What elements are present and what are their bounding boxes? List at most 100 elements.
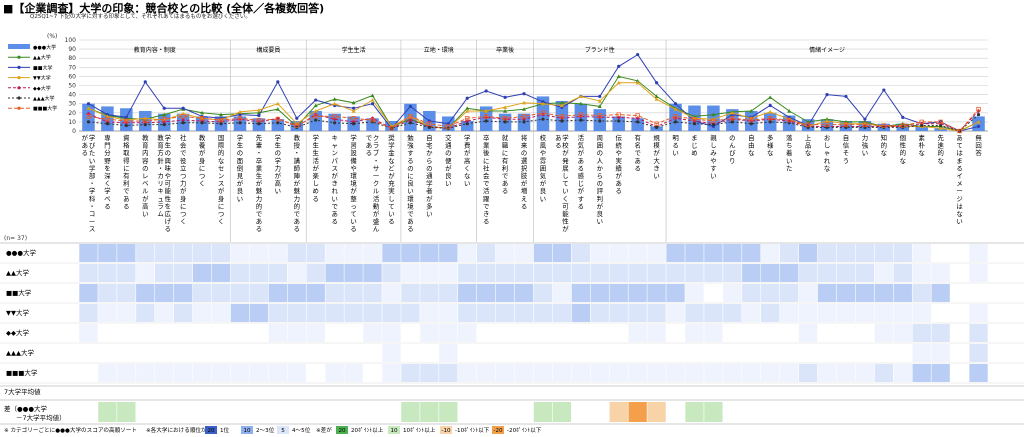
x-tick-char: あ (294, 218, 300, 226)
point (238, 113, 242, 117)
table-cell (533, 284, 553, 302)
table-cell (779, 304, 799, 322)
table-cell (458, 364, 477, 382)
table-cell (817, 244, 837, 262)
table-cell (647, 244, 666, 262)
table-cell (117, 284, 136, 302)
x-tick-char: で (483, 202, 489, 210)
bar (612, 116, 625, 131)
x-tick-char: る (578, 164, 584, 172)
table-cell (211, 304, 231, 322)
point (824, 122, 830, 127)
diff-legend-box (440, 426, 452, 434)
x-tick-char: あ (82, 142, 88, 150)
x-tick-char: 様 (767, 141, 774, 150)
point (503, 105, 508, 109)
x-tick-char: 統 (616, 141, 623, 150)
table-cell (192, 264, 212, 282)
point (805, 122, 811, 127)
x-tick-char: 進 (937, 141, 944, 150)
point (408, 114, 413, 119)
point (521, 114, 527, 119)
x-tick-char: る (294, 225, 300, 233)
table-cell (136, 264, 155, 282)
x-tick-char: 朴 (919, 141, 926, 150)
x-tick-char: ら (426, 157, 432, 165)
x-tick-char: リ (157, 180, 163, 188)
table-cell (495, 284, 515, 302)
x-tick-char: く (180, 218, 186, 226)
x-tick-char: の (729, 134, 735, 142)
table-cell (401, 244, 420, 262)
y-tick-label: 10 (68, 119, 76, 126)
y-tick-label: 90 (68, 46, 76, 53)
x-tick-char: か (426, 149, 433, 157)
table-cell (98, 364, 117, 382)
point (673, 107, 678, 111)
x-tick-char: で (123, 187, 129, 195)
x-tick-char: 規 (653, 133, 660, 142)
table-cell (609, 304, 628, 322)
x-tick-char: い (540, 195, 546, 203)
table-cell (609, 284, 628, 302)
table-cell (874, 304, 894, 322)
x-tick-char: き (331, 180, 337, 188)
point (673, 102, 678, 106)
x-tick-char: が (313, 163, 320, 172)
table-cell (344, 364, 363, 382)
table-cell (969, 344, 988, 362)
diff-legend-box (388, 426, 400, 434)
x-tick-char: 設 (350, 148, 357, 157)
table-cell (420, 324, 439, 342)
point (768, 95, 773, 99)
x-tick-char: 雰 (540, 157, 547, 165)
point (200, 121, 204, 125)
point (730, 116, 735, 121)
x-tick-char: で (634, 149, 640, 157)
x-tick-char: は (956, 202, 963, 210)
series-line (88, 108, 979, 132)
point (124, 123, 128, 128)
x-tick-char: 校 (540, 133, 547, 142)
table-cell (155, 244, 174, 262)
x-tick-char: 高 (142, 201, 148, 210)
x-tick-char: 良 (237, 186, 244, 195)
point (105, 122, 110, 126)
table-cell (382, 244, 401, 262)
x-tick-char: 金 (388, 148, 395, 157)
table-cell (382, 344, 401, 362)
page-subtitle: Q25Q1~7 下記の大学に対する印象として、それぞれあてはまるものをお選びくだ… (30, 14, 251, 20)
x-tick-char: 来 (521, 142, 528, 150)
point (636, 120, 640, 124)
x-tick-char: に (407, 172, 413, 180)
point (749, 122, 753, 126)
x-tick-char: 発 (562, 156, 569, 165)
x-tick-char: 生 (237, 141, 244, 150)
table-cell (363, 264, 382, 282)
point (844, 94, 848, 99)
x-tick-char: 生 (165, 141, 172, 150)
table-cell (590, 364, 609, 382)
point (938, 119, 943, 125)
x-tick-char: 教 (142, 133, 149, 142)
point (976, 119, 981, 124)
rank-legend-label: 4～5位 (292, 426, 311, 434)
x-tick-char: メ (956, 180, 962, 188)
table-cell (969, 264, 988, 282)
point (370, 102, 375, 106)
x-tick-label: まじめ (691, 134, 697, 157)
table-cell (552, 304, 572, 322)
table-cell (420, 364, 439, 382)
page-title: ■【企業調査】大学の印象：競合校との比較 (全体／各複数回答) (3, 2, 325, 15)
x-tick-char: 学 (275, 133, 282, 142)
table-cell (647, 324, 666, 342)
x-tick-char: の (597, 149, 603, 157)
point (616, 74, 621, 78)
